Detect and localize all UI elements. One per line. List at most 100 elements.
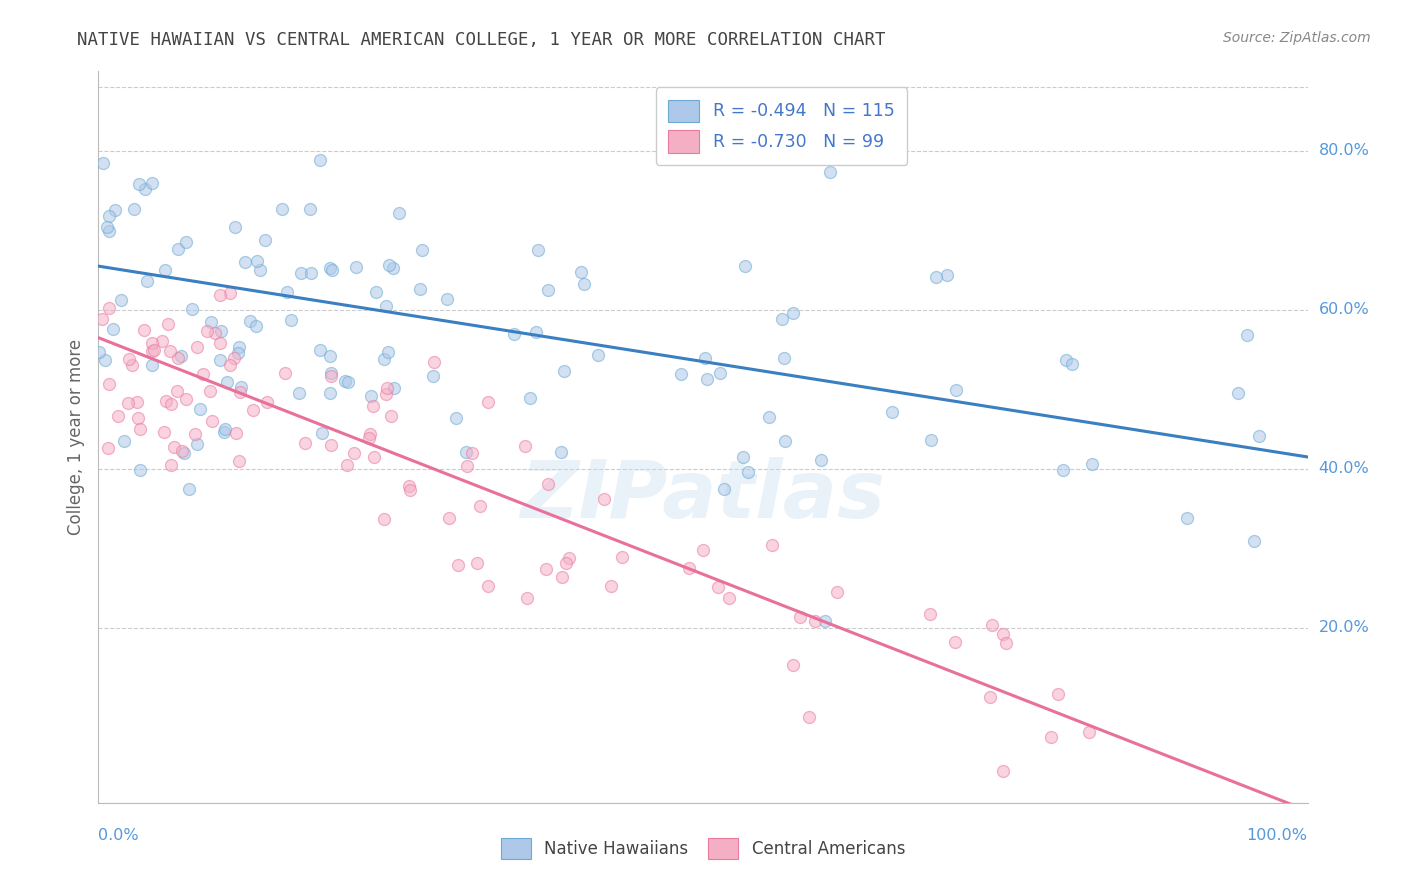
Text: 20.0%: 20.0% [1319, 621, 1369, 635]
Point [550, 445, 572, 459]
Point [381, 260, 404, 275]
Point [770, 312, 793, 326]
Point [97, 441, 120, 455]
Point [810, 453, 832, 467]
Point [290, 266, 312, 280]
Point [1175, 511, 1198, 525]
Point [993, 627, 1015, 641]
Point [553, 364, 575, 378]
Point [141, 358, 163, 372]
Point [200, 315, 222, 329]
Point [773, 434, 796, 448]
Point [981, 618, 1004, 632]
Point [671, 367, 693, 381]
Point [299, 266, 322, 280]
Point [254, 233, 277, 247]
Point [159, 344, 181, 359]
Point [184, 427, 207, 442]
Point [155, 394, 177, 409]
Point [524, 325, 547, 339]
Point [245, 319, 267, 334]
Point [228, 340, 250, 354]
Point [678, 560, 700, 574]
Point [104, 203, 127, 218]
Point [519, 391, 541, 405]
Point [318, 261, 340, 276]
Point [233, 255, 256, 269]
Point [239, 314, 262, 328]
Point [127, 410, 149, 425]
Point [208, 288, 231, 302]
Point [179, 482, 201, 496]
Point [153, 425, 176, 440]
Point [129, 463, 152, 477]
Point [1243, 534, 1265, 549]
Legend: Native Hawaiians, Central Americans: Native Hawaiians, Central Americans [492, 830, 914, 868]
Point [610, 549, 633, 564]
Point [98, 301, 121, 315]
Point [513, 439, 536, 453]
Point [294, 436, 316, 450]
Point [156, 317, 179, 331]
Point [225, 426, 247, 441]
Point [1047, 687, 1070, 701]
Point [537, 476, 560, 491]
Point [502, 326, 524, 341]
Point [321, 263, 343, 277]
Point [160, 397, 183, 411]
Point [160, 458, 183, 472]
Point [308, 153, 330, 167]
Point [593, 491, 616, 506]
Point [378, 258, 401, 272]
Point [574, 277, 596, 292]
Point [789, 610, 811, 624]
Point [444, 410, 467, 425]
Point [219, 358, 242, 372]
Point [174, 392, 197, 407]
Point [298, 202, 321, 216]
Point [214, 425, 236, 440]
Point [758, 409, 780, 424]
Point [439, 510, 461, 524]
Point [93, 352, 115, 367]
Point [129, 421, 152, 435]
Point [1249, 429, 1271, 443]
Point [141, 343, 163, 358]
Point [110, 293, 132, 307]
Point [398, 483, 420, 497]
Point [188, 401, 211, 416]
Point [994, 636, 1017, 650]
Point [1236, 328, 1258, 343]
Point [319, 385, 342, 400]
Point [321, 438, 343, 452]
Point [709, 367, 731, 381]
Point [360, 389, 382, 403]
Point [799, 709, 821, 723]
Point [411, 243, 433, 257]
Point [209, 324, 232, 338]
Point [1040, 730, 1063, 744]
Point [388, 205, 411, 219]
Point [288, 386, 311, 401]
Point [734, 259, 756, 273]
Point [229, 385, 252, 400]
Point [782, 657, 804, 672]
Point [204, 326, 226, 340]
Point [377, 345, 399, 359]
Point [555, 556, 578, 570]
Point [333, 374, 356, 388]
Point [186, 436, 208, 450]
Point [1227, 386, 1250, 401]
Point [193, 368, 215, 382]
Point [170, 443, 193, 458]
Point [527, 243, 550, 257]
Point [366, 285, 388, 299]
Point [599, 579, 621, 593]
Point [534, 561, 557, 575]
Point [945, 383, 967, 397]
Text: 80.0%: 80.0% [1319, 144, 1369, 159]
Point [804, 614, 827, 628]
Point [136, 274, 159, 288]
Point [101, 322, 124, 336]
Point [991, 764, 1014, 778]
